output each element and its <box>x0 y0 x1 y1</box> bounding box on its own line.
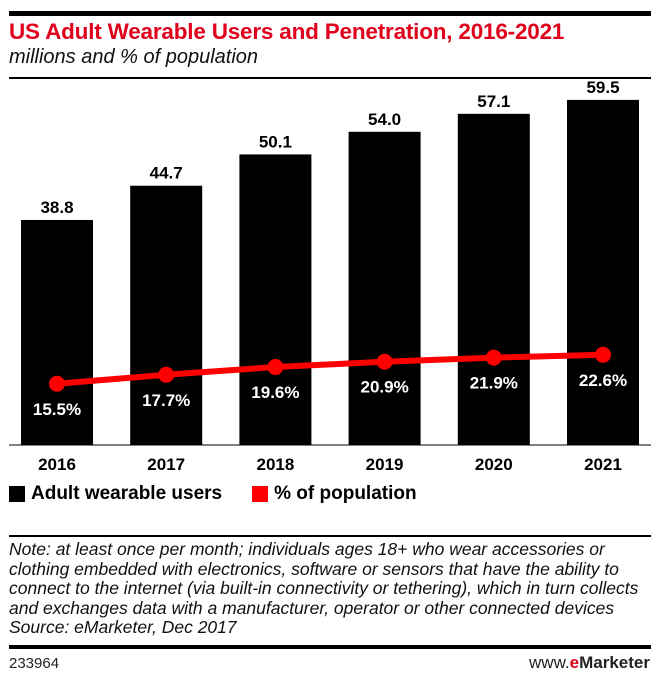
bar-2019 <box>348 131 421 446</box>
x-tick-2021: 2021 <box>584 455 622 474</box>
x-tick-2016: 2016 <box>38 455 76 474</box>
note-block: Note: at least once per month; individua… <box>9 539 659 638</box>
bar-label-2020: 57.1 <box>477 92 510 111</box>
bar-2021 <box>567 99 639 446</box>
pct-line <box>56 351 604 387</box>
header-divider <box>9 77 651 79</box>
chart-id: 233964 <box>9 655 60 672</box>
pct-label-2019: 20.9% <box>360 378 408 397</box>
bar-2017 <box>130 185 203 446</box>
bar-2016 <box>21 219 93 445</box>
pct-label-2020: 21.9% <box>470 374 518 393</box>
legend-label-users: Adult wearable users <box>31 483 223 504</box>
brand-e: e <box>569 653 580 672</box>
bar-label-2017: 44.7 <box>150 164 183 183</box>
bar-2018 <box>239 154 312 446</box>
x-tick-2018: 2018 <box>256 455 294 474</box>
x-tick-2017: 2017 <box>147 455 185 474</box>
bar-label-2018: 50.1 <box>259 132 292 151</box>
brand-name: Marketer <box>579 653 650 672</box>
pct-point-2021 <box>595 346 611 363</box>
bar-label-2019: 54.0 <box>368 110 401 129</box>
note-divider <box>9 535 651 537</box>
bar-label-2016: 38.8 <box>40 198 73 217</box>
pct-point-2019 <box>376 353 393 370</box>
pct-point-2016 <box>49 375 65 392</box>
top-rule <box>9 11 651 16</box>
plot-area: 38.8 2016 44.7 2017 50.1 2018 54.0 2019 57.1 2020… <box>9 78 651 474</box>
pct-label-2017: 17.7% <box>142 391 190 410</box>
url-prefix: www. <box>529 653 570 672</box>
footer-rule <box>9 645 651 649</box>
emarketer-link[interactable]: www.eMarketer <box>529 653 650 673</box>
legend-swatch-users <box>9 486 25 502</box>
note-text: Note: at least once per month; individua… <box>9 539 639 618</box>
legend-label-pct: % of population <box>274 483 417 504</box>
x-tick-2020: 2020 <box>475 455 513 474</box>
chart-subtitle: millions and % of population <box>9 46 259 68</box>
bar-2020 <box>457 113 530 445</box>
pct-point-2020 <box>485 349 502 366</box>
source-text: Source: eMarketer, Dec 2017 <box>9 617 237 637</box>
pct-label-2021: 22.6% <box>579 371 627 390</box>
bar-label-2021: 59.5 <box>586 78 619 97</box>
pct-point-2017 <box>158 366 175 383</box>
pct-label-2018: 19.6% <box>251 383 299 402</box>
chart-title: US Adult Wearable Users and Penetration,… <box>9 19 565 44</box>
pct-point-2018 <box>267 359 284 376</box>
legend: Adult wearable users % of population <box>9 483 417 505</box>
legend-swatch-pct <box>252 486 269 502</box>
x-tick-2019: 2019 <box>366 455 404 474</box>
pct-label-2016: 15.5% <box>33 400 81 419</box>
